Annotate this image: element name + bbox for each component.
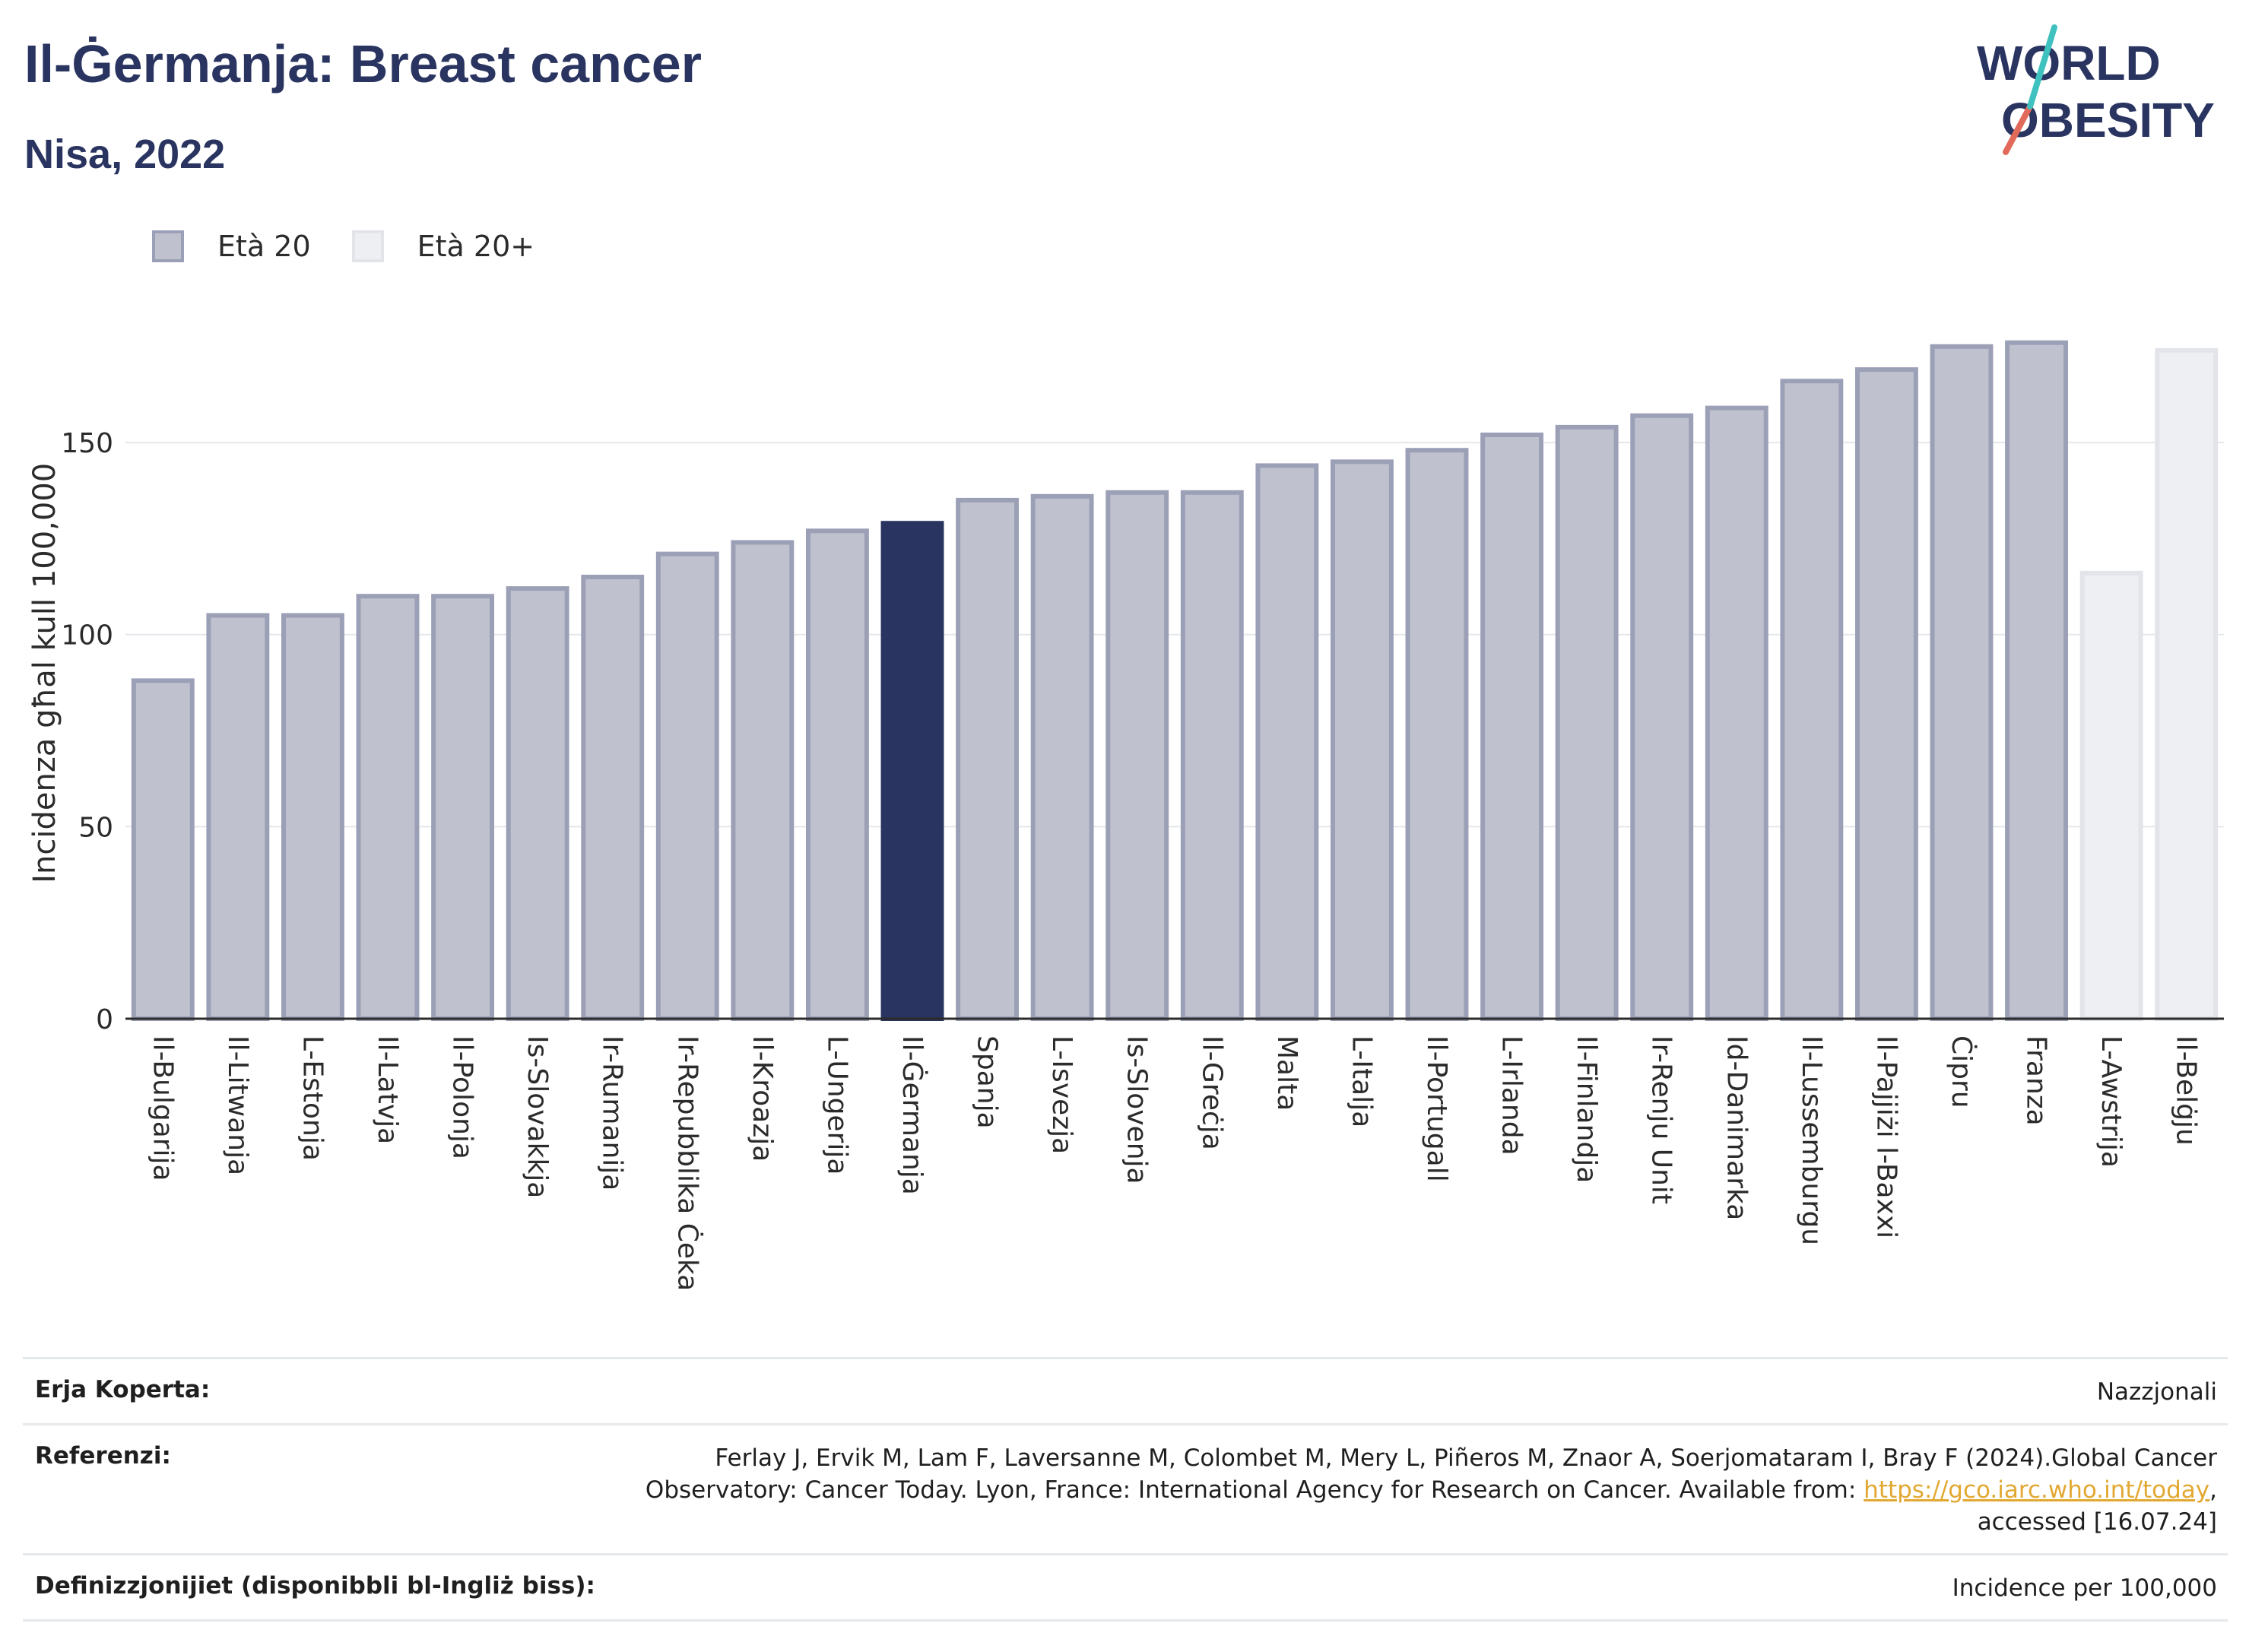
- references-suffix: , accessed [16.07.24]: [1977, 1476, 2217, 1536]
- x-tick-label: Franza: [2021, 1035, 2052, 1126]
- bar-chart: 0 50 100 150 Incidenza għal kull 100,000 Il-B…: [27, 340, 2224, 1291]
- world-obesity-logo: WORLD OBESITY: [1977, 24, 2215, 155]
- y-tick-label: 0: [96, 1004, 113, 1035]
- bar-age-20[interactable]: [1105, 490, 1169, 1021]
- y-tick-label: 100: [61, 620, 113, 652]
- x-tick-label: Il-Portugall: [1421, 1035, 1452, 1182]
- legend-swatch-age-20: [152, 230, 184, 262]
- bar-age-20[interactable]: [1330, 459, 1394, 1022]
- bar-age-20[interactable]: [1630, 413, 1694, 1022]
- bar-age-20[interactable]: [1780, 379, 1844, 1021]
- coverage-value: Nazzjonali: [2096, 1378, 2217, 1406]
- x-tick-label: L-Isvezja: [1046, 1035, 1077, 1154]
- x-tick-label: Il-Litwanja: [222, 1035, 253, 1175]
- bar-age-20[interactable]: [731, 540, 795, 1021]
- definitions-value: Incidence per 100,000: [1952, 1574, 2217, 1602]
- bar-age-20[interactable]: [880, 521, 944, 1022]
- bar-age-20[interactable]: [1255, 463, 1319, 1021]
- legend-swatch-age-20-plus: [351, 230, 384, 262]
- references-text: Ferlay J, Ervik M, Lam F, Laversanne M, …: [645, 1444, 2217, 1504]
- y-tick-label: 150: [61, 428, 113, 459]
- page-subtitle: Nisa, 2022: [24, 132, 226, 177]
- bar-age-20[interactable]: [131, 678, 195, 1021]
- x-tick-label: L-Italja: [1346, 1035, 1377, 1127]
- x-tick-label: Is-Slovakkja: [522, 1035, 553, 1198]
- x-tick-label: Ir-Repubblika Ċeka: [671, 1035, 703, 1291]
- x-tick-label: Spanja: [972, 1035, 1003, 1129]
- bar-age-20[interactable]: [581, 574, 645, 1021]
- logo-line1: WORLD: [1977, 36, 2161, 90]
- bar-age-20[interactable]: [1030, 493, 1094, 1021]
- bar-age-20[interactable]: [281, 613, 344, 1021]
- bar-age-20[interactable]: [1854, 367, 1918, 1021]
- bar-age-20[interactable]: [206, 613, 270, 1021]
- logo-line2: OBESITY: [2001, 93, 2215, 147]
- x-tick-label: Il-Greċja: [1196, 1035, 1227, 1150]
- y-tick-label: 50: [78, 812, 113, 843]
- x-tick-label: Ir-Rumanija: [597, 1035, 628, 1191]
- footer-row-definitions: Definizzjonijiet (disponibbli bl-Ingliż …: [23, 1553, 2228, 1622]
- legend-label-age-20: Età 20: [217, 230, 311, 263]
- bar-age-20-plus[interactable]: [2155, 347, 2219, 1021]
- definitions-label: Definizzjonijiet (disponibbli bl-Ingliż …: [35, 1572, 595, 1600]
- bar-age-20[interactable]: [431, 594, 495, 1022]
- footer-table: Erja Koperta: Nazzjonali Referenzi: Ferl…: [23, 1357, 2228, 1622]
- bar-age-20[interactable]: [1180, 490, 1244, 1021]
- x-tick-label: Malta: [1271, 1035, 1302, 1111]
- legend-item-age-20-plus[interactable]: Età 20+: [351, 230, 535, 263]
- bar-age-20[interactable]: [1555, 424, 1619, 1022]
- bar-age-20-plus[interactable]: [2079, 570, 2143, 1022]
- page-title: Il-Ġermanja: Breast cancer: [24, 34, 702, 94]
- x-tick-label: Is-Slovenja: [1121, 1035, 1153, 1184]
- bar-age-20[interactable]: [1705, 405, 1768, 1021]
- legend-item-age-20[interactable]: Età 20: [152, 230, 311, 263]
- x-tick-label: L-Irlanda: [1496, 1035, 1527, 1156]
- x-tick-label: Il-Finlandja: [1571, 1035, 1602, 1183]
- x-tick-label: Il-Polonja: [447, 1035, 478, 1159]
- y-axis-label: Incidenza għal kull 100,000: [27, 463, 62, 883]
- bar-age-20[interactable]: [1930, 344, 1994, 1021]
- x-tick-label: Il-Bulgarija: [147, 1035, 178, 1181]
- footer-row-coverage: Erja Koperta: Nazzjonali: [23, 1357, 2228, 1423]
- x-tick-label: Il-Lussemburgu: [1796, 1035, 1827, 1245]
- bar-age-20[interactable]: [356, 594, 420, 1022]
- legend-label-age-20-plus: Età 20+: [417, 230, 535, 263]
- coverage-label: Erja Koperta:: [35, 1376, 211, 1403]
- bar-age-20[interactable]: [805, 528, 869, 1021]
- footer-row-references: Referenzi: Ferlay J, Ervik M, Lam F, Lav…: [23, 1423, 2228, 1553]
- references-link[interactable]: https://gco.iarc.who.int/today: [1864, 1476, 2210, 1504]
- x-tick-label: Il-Ġermanja: [896, 1035, 928, 1195]
- x-tick-label: L-Ungerija: [821, 1035, 852, 1175]
- bar-age-20[interactable]: [2005, 340, 2069, 1022]
- x-tick-label: L-Awstrija: [2095, 1035, 2127, 1168]
- bar-age-20[interactable]: [956, 497, 1020, 1022]
- references-label: Referenzi:: [35, 1442, 171, 1470]
- x-tick-label: Ċipru: [1946, 1035, 1978, 1108]
- logo-slash-red: [2003, 103, 2033, 155]
- x-tick-label: Id-Danimarka: [1721, 1035, 1752, 1220]
- x-tick-label: L-Estonja: [297, 1035, 328, 1161]
- references-value: Ferlay J, Ervik M, Lam F, Laversanne M, …: [620, 1442, 2217, 1538]
- x-tick-label: Il-Pajjiżi l-Baxxi: [1870, 1035, 1902, 1238]
- bar-age-20[interactable]: [1480, 433, 1544, 1021]
- x-tick-label: Il-Latvja: [372, 1035, 403, 1144]
- x-tick-label: Ir-Renju Unit: [1646, 1035, 1677, 1204]
- bar-age-20[interactable]: [1405, 448, 1469, 1022]
- x-tick-label: Il-Belġju: [2171, 1035, 2202, 1146]
- bar-age-20[interactable]: [655, 551, 719, 1021]
- x-tick-label: Il-Kroazja: [747, 1035, 778, 1162]
- bar-age-20[interactable]: [506, 586, 569, 1021]
- chart-legend: Età 20 Età 20+: [152, 225, 576, 268]
- logo-slash-teal: [2027, 24, 2057, 109]
